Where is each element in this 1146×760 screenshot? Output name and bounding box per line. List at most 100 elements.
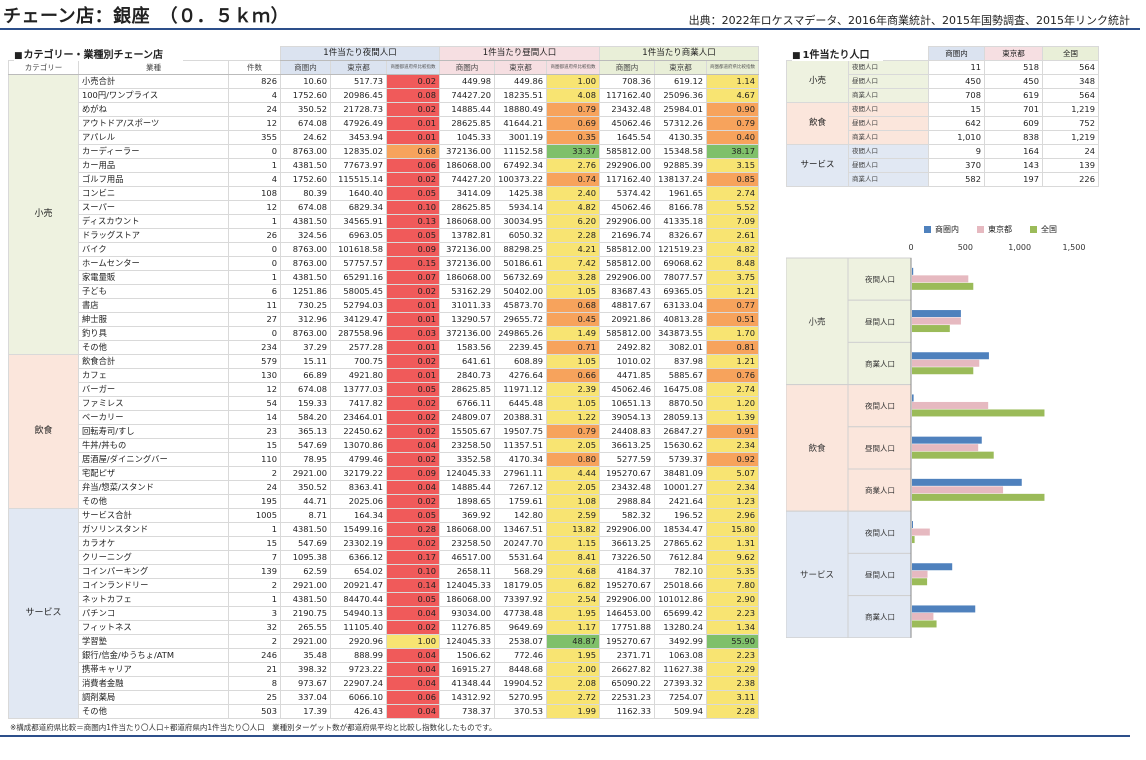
bar-tokyo [912,570,928,578]
value-cell: 5.35 [706,564,759,579]
table-row: 調剤薬局 25 337.04 6066.10 0.06 14312.92 5270.95 2.… [9,690,759,705]
value-cell: 2840.73 [439,368,495,383]
value-cell: 1.21 [706,354,759,369]
value-cell: 4170.34 [494,452,547,467]
value-cell: 6445.48 [494,396,547,411]
value-cell: 88298.25 [494,242,547,257]
table-row: めがね 24 350.52 21728.73 0.02 14885.44 18880.49 0… [9,102,759,117]
bar-area [912,521,913,529]
table-row: ファミレス 54 159.33 7417.82 0.02 6766.11 6445.48 1.… [9,396,759,411]
table-row: コインパーキング 139 62.59 654.02 0.10 2658.11 568.29 4… [9,564,759,579]
side-header-tokyo: 東京都 [984,46,1043,61]
value-cell: 287558.96 [330,326,387,341]
side-table-row: サービス 夜間人口 9 164 24 [786,144,1099,187]
value-cell: 0.02 [386,102,440,117]
value-cell: 5885.67 [654,368,707,383]
chart-category-label: 昼間人口 [865,317,895,326]
value-cell: 24408.83 [599,424,655,439]
value-cell: 108 [228,186,281,201]
side-table-row: 飲食 夜間人口 15 701 1,219 [786,102,1099,145]
value-cell: 15 [228,438,281,453]
industry-cell: 書店 [78,298,229,313]
value-cell: 41644.21 [494,116,547,131]
value-cell: 5.07 [706,466,759,481]
value-cell: 69068.62 [654,256,707,271]
value-cell: 2 [228,466,281,481]
value-cell: 2.08 [546,676,600,691]
value-cell: 47926.49 [330,116,387,131]
value-cell: 1251.86 [280,284,331,299]
value-cell: 0.69 [546,116,600,131]
table-row: カー用品 1 4381.50 77673.97 0.06 186068.00 67492.3… [9,158,759,173]
value-cell: 0.02 [386,452,440,467]
value-cell: 619.12 [654,74,707,89]
value-cell: 10.60 [280,74,331,89]
value-cell: 7612.84 [654,550,707,565]
value-cell: 40813.28 [654,312,707,327]
bar-nation [912,325,950,333]
value-cell: 0.76 [706,368,759,383]
industry-cell: コインパーキング [78,564,229,579]
legend-item-area: 商圏内 [924,224,959,235]
value-cell: 54940.13 [330,606,387,621]
value-cell: 12 [228,200,281,215]
value-cell: 0.92 [706,452,759,467]
value-cell: 12 [228,382,281,397]
value-cell: 10001.27 [654,480,707,495]
value-cell: 45062.46 [599,382,655,397]
value-cell: 585812.00 [599,256,655,271]
value-cell: 372136.00 [439,326,495,341]
value-cell: 0.79 [706,116,759,131]
side-value-cell: 450 [984,74,1043,89]
table-row: その他 234 37.29 2577.28 0.01 1583.56 2239.45 0.71… [9,340,759,355]
value-cell: 674.08 [280,116,331,131]
industry-cell: ファミレス [78,396,229,411]
value-cell: 24.62 [280,130,331,145]
value-cell: 1583.56 [439,340,495,355]
industry-cell: 回転寿司/すし [78,424,229,439]
value-cell: 186068.00 [439,214,495,229]
value-cell: 48.87 [546,634,600,649]
value-cell: 37.29 [280,340,331,355]
value-cell: 0.35 [546,130,600,145]
value-cell: 343873.55 [654,326,707,341]
value-cell: 23302.19 [330,536,387,551]
value-cell: 10651.13 [599,396,655,411]
value-cell: 31011.33 [439,298,495,313]
value-cell: 1.05 [546,396,600,411]
bar-tokyo [912,528,930,536]
value-cell: 5.52 [706,200,759,215]
legend-label-nation: 全国 [1041,225,1057,234]
side-value-cell: 139 [1042,158,1099,173]
value-cell: 2.74 [706,382,759,397]
value-cell: 0.01 [386,312,440,327]
value-cell: 1.15 [546,536,600,551]
value-cell: 1005 [228,508,281,523]
table-row: その他 195 44.71 2025.06 0.02 1898.65 1759.61 1.08… [9,494,759,509]
value-cell: 62.59 [280,564,331,579]
side-label-cell: 夜間人口 [848,60,929,75]
value-cell: 585812.00 [599,242,655,257]
industry-cell: その他 [78,494,229,509]
value-cell: 4276.64 [494,368,547,383]
value-cell: 0.01 [386,130,440,145]
value-cell: 292906.00 [599,592,655,607]
value-cell: 0.01 [386,368,440,383]
value-cell: 1 [228,522,281,537]
value-cell: 517.73 [330,74,387,89]
industry-cell: ネットカフェ [78,592,229,607]
value-cell: 292906.00 [599,158,655,173]
value-cell: 78.95 [280,452,331,467]
value-cell: 0.09 [386,466,440,481]
table-row: 学習塾 2 2921.00 2920.96 1.00 124045.33 2538.07 48… [9,634,759,649]
value-cell: 27865.62 [654,536,707,551]
chart-category-label: 夜間人口 [865,401,895,411]
table-row: コンビニ 108 80.39 1640.40 0.05 3414.09 1425.38 2.4… [9,186,759,201]
bar-nation [912,282,974,290]
value-cell: 0.71 [546,340,600,355]
chart-category-label: 商業人口 [865,485,895,495]
bar-nation [912,578,928,586]
value-cell: 6066.10 [330,690,387,705]
value-cell: 0.02 [386,536,440,551]
value-cell: 0.02 [386,410,440,425]
